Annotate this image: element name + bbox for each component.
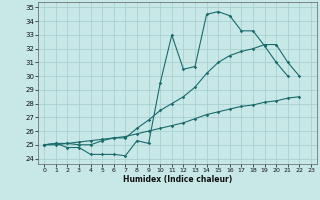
X-axis label: Humidex (Indice chaleur): Humidex (Indice chaleur) (123, 175, 232, 184)
